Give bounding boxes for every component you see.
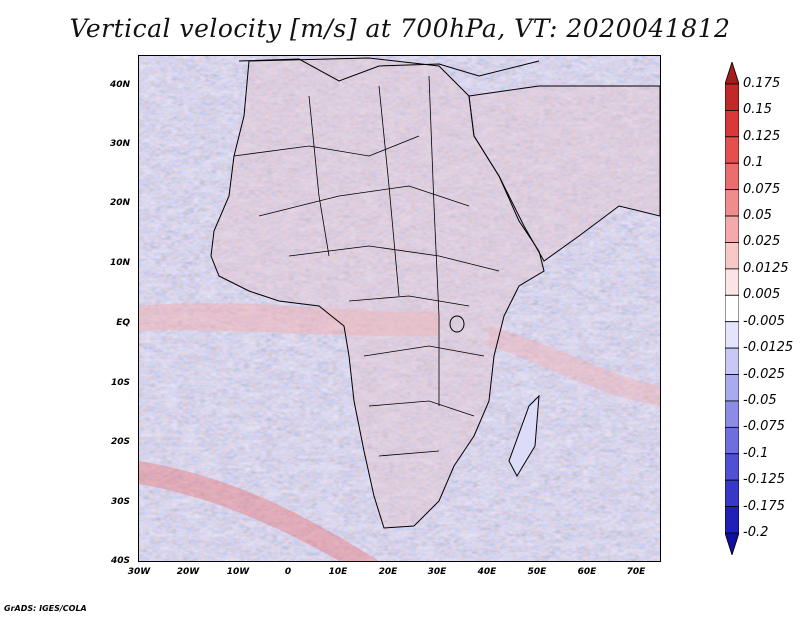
lon-tick-30e: 30E — [427, 567, 447, 577]
africa-outline — [210, 57, 545, 529]
madagascar-outline — [508, 394, 540, 478]
colorbar-bin — [725, 215, 739, 243]
colorbar-label: 0.005 — [743, 287, 781, 303]
colorbar-bin — [725, 136, 739, 164]
colorbar-bin — [725, 110, 739, 138]
colorbar-label: 0.05 — [743, 208, 772, 224]
lon-tick-10e: 10E — [328, 567, 348, 577]
colorbar-bin — [725, 62, 739, 85]
colorbar-label: 0.15 — [743, 102, 772, 118]
country-borders — [233, 75, 500, 457]
arabia-outline — [468, 85, 660, 262]
southern-band — [139, 461, 379, 561]
colorbar-bin — [725, 189, 739, 217]
lat-tick-20s: 20S — [110, 437, 130, 447]
colorbar-bin — [725, 400, 739, 428]
colorbar-label: 0.075 — [743, 181, 781, 197]
colorbar-bin — [725, 321, 739, 349]
colorbar-bin — [725, 479, 739, 507]
lat-tick-30n: 30N — [109, 139, 130, 149]
lon-tick-60e: 60E — [577, 567, 597, 577]
colorbar-bin — [725, 453, 739, 481]
colorbar-label: -0.05 — [743, 392, 777, 408]
colorbar-label: 0.025 — [743, 234, 781, 250]
indian-ocean-band — [489, 326, 660, 406]
colorbar-label: 0.1 — [743, 155, 764, 171]
colorbar-bin — [725, 426, 739, 455]
lon-tick-10w: 10W — [226, 567, 250, 577]
colorbar-label: -0.175 — [743, 498, 785, 514]
colorbar-bin — [725, 162, 739, 191]
colorbar-bin — [725, 242, 739, 270]
colorbar-bin — [725, 532, 739, 555]
colorbar-bin — [725, 347, 739, 375]
colorbar-label: -0.075 — [743, 419, 785, 435]
colorbar-bin — [725, 83, 739, 111]
colorbar-bin — [725, 374, 739, 402]
colorbar-label: -0.005 — [743, 313, 785, 329]
lat-tick-eq: EQ — [116, 318, 130, 328]
velocity-map — [138, 55, 661, 562]
velocity-field — [139, 56, 660, 561]
chart-title: Vertical velocity [m/s] at 700hPa, VT: 2… — [69, 14, 731, 43]
lat-tick-30s: 30S — [110, 497, 130, 507]
itcz-band — [139, 303, 439, 337]
credit-text: GrADS: IGES/COLA — [4, 604, 87, 613]
europe-coast — [238, 58, 540, 82]
colorbar-label: -0.025 — [743, 366, 785, 382]
lon-tick-0: 0 — [284, 567, 292, 577]
colorbar-label: 0.0125 — [743, 260, 789, 276]
colorbar — [725, 62, 739, 555]
colorbar-label: -0.1 — [743, 445, 769, 461]
colorbar-label: 0.125 — [743, 128, 781, 144]
lon-tick-30w: 30W — [127, 567, 151, 577]
lat-tick-10s: 10S — [110, 378, 130, 388]
colorbar-bin — [725, 294, 739, 323]
lon-tick-40e: 40E — [477, 567, 497, 577]
lon-tick-20w: 20W — [176, 567, 200, 577]
colorbar-label: 0.175 — [743, 76, 781, 91]
colorbar-label: -0.2 — [743, 525, 769, 540]
lat-tick-20n: 20N — [109, 198, 130, 208]
field-streaks — [139, 56, 660, 561]
colorbar-label: -0.125 — [743, 472, 785, 488]
lon-tick-50e: 50E — [527, 567, 547, 577]
colorbar-label: -0.0125 — [743, 340, 794, 356]
colorbar-bin — [725, 506, 739, 534]
lon-tick-20e: 20E — [378, 567, 398, 577]
lon-tick-70e: 70E — [626, 567, 646, 577]
lat-tick-40s: 40S — [110, 556, 130, 566]
colorbar-bin — [725, 268, 739, 296]
lat-tick-40n: 40N — [109, 80, 130, 90]
lake-victoria — [449, 315, 465, 333]
lat-tick-10n: 10N — [109, 258, 130, 268]
